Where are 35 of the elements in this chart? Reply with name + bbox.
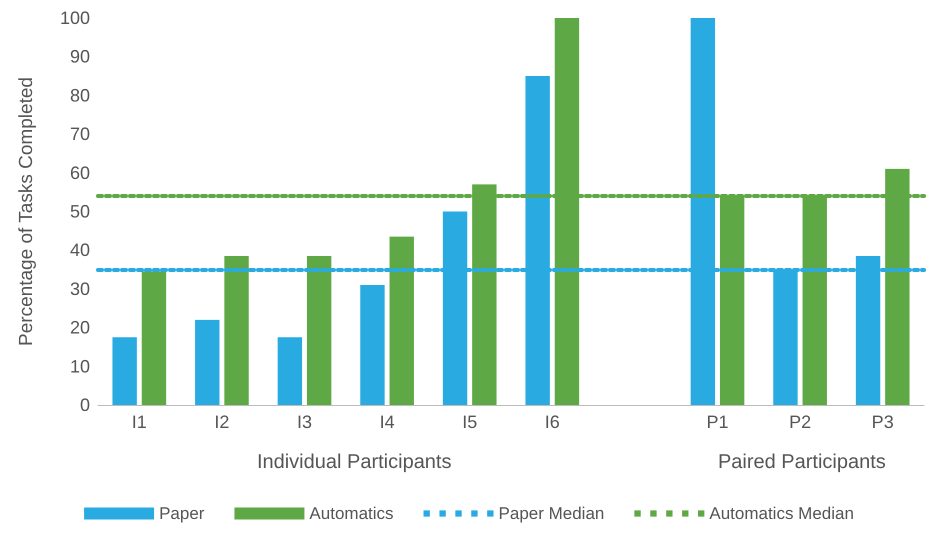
y-tick-label: 40 (70, 240, 90, 260)
x-tick-label: I2 (214, 412, 230, 432)
y-tick-label: 90 (70, 46, 90, 67)
y-tick-label: 30 (70, 278, 90, 299)
legend-label: Automatics (309, 504, 394, 523)
legend-label: Paper Median (498, 504, 604, 523)
x-tick-label: I1 (132, 412, 147, 432)
bar (112, 337, 137, 405)
bar (306, 256, 332, 405)
x-tick-label: I3 (296, 412, 312, 432)
bar (195, 320, 220, 405)
y-tick-label: 70 (70, 124, 90, 144)
x-tick-label: I4 (380, 412, 395, 432)
y-tick-label: 60 (70, 162, 90, 183)
x-tick-label: P1 (706, 412, 729, 432)
bar (224, 256, 249, 405)
y-tick-label: 10 (70, 356, 90, 376)
legend-label: Automatics Median (709, 504, 854, 523)
bar (390, 236, 414, 405)
x-tick-label: P2 (789, 412, 812, 432)
y-axis-title: Percentage of Tasks Completed (16, 77, 37, 346)
x-tick-label: P3 (872, 412, 894, 432)
y-tick-label: 0 (80, 395, 90, 415)
text: Paired Participants (718, 451, 886, 473)
y-tick-label: 50 (70, 202, 90, 222)
bar (142, 271, 166, 405)
text: Individual Participants (256, 451, 452, 473)
x-tick-label: I5 (462, 412, 478, 432)
bar (360, 285, 385, 405)
y-tick-label: 100 (60, 8, 90, 28)
bar (278, 337, 302, 405)
legend-label: Paper (159, 504, 205, 523)
y-tick-label: 80 (70, 85, 90, 106)
y-tick-label: 20 (70, 318, 90, 338)
x-tick-label: I6 (544, 412, 560, 432)
